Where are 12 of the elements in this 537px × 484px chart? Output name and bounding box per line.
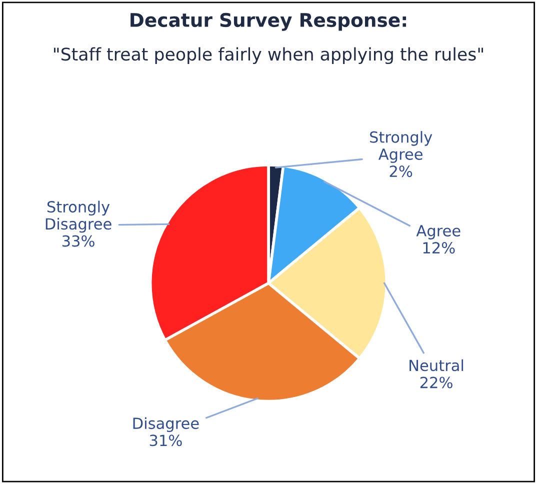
data-label: 33% (62, 235, 94, 247)
data-label: 31% (150, 434, 182, 446)
slice-label: Disagree (133, 417, 199, 432)
data-label: 22% (420, 376, 452, 388)
chart-subtitle: "Staff treat people fairly when applying the rules" (54, 47, 483, 64)
slice-label: Neutral (410, 359, 464, 372)
data-label: 2% (390, 166, 412, 178)
slice-label: Strongly Agree (370, 131, 432, 163)
slice-label: Agree (416, 225, 460, 240)
chart-title: Decatur Survey Response: (130, 12, 406, 31)
slice-label: Strongly Disagree (46, 200, 112, 233)
data-label: 12% (423, 242, 455, 254)
